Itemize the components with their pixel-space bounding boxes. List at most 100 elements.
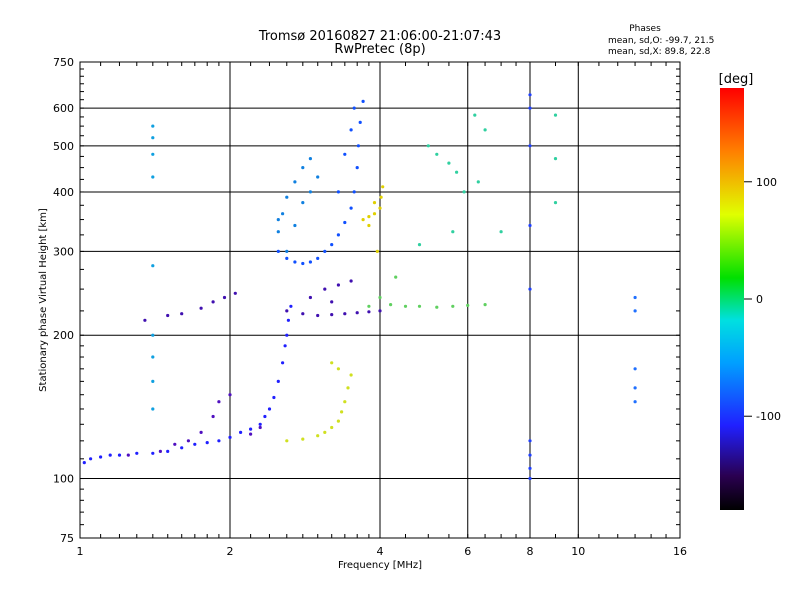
x-tick-label: 4 [377, 545, 384, 558]
y-axis: 75 100 200 300 400 500 600 750 [53, 56, 680, 545]
colorbar-tick-label: 0 [756, 293, 763, 306]
data-point [352, 190, 356, 194]
data-point [205, 441, 209, 445]
y-axis-label: Stationary phase Virtual Height [km] [38, 208, 49, 392]
data-point [233, 291, 237, 295]
data-point [151, 407, 155, 411]
data-point [499, 230, 503, 234]
data-point [343, 152, 347, 156]
data-point [276, 218, 280, 222]
data-point [336, 190, 340, 194]
y-tick-label: 75 [60, 532, 74, 545]
data-point [553, 157, 558, 161]
data-point [158, 449, 162, 453]
data-point [258, 422, 262, 426]
data-point [293, 180, 297, 184]
plot-grid [79, 61, 681, 539]
data-point [476, 180, 480, 184]
data-point [281, 212, 285, 216]
data-point [316, 175, 320, 179]
data-point [151, 355, 155, 359]
stats-heading: Phases [629, 24, 661, 34]
data-point [417, 304, 422, 308]
colorbar-tick-label: 100 [756, 176, 777, 189]
data-point [108, 453, 112, 457]
data-point [349, 206, 353, 210]
data-point [258, 425, 262, 430]
data-point [483, 303, 487, 307]
data-point [435, 152, 439, 156]
x-tick-label: 2 [227, 545, 234, 558]
data-point [180, 312, 184, 316]
data-point [389, 303, 393, 307]
data-point [352, 106, 356, 110]
data-point [343, 400, 347, 404]
data-point [222, 295, 227, 300]
data-point [323, 430, 327, 434]
data-point [367, 223, 371, 228]
data-point [316, 313, 320, 318]
data-point [361, 99, 365, 103]
y-tick-label: 100 [53, 473, 74, 486]
data-point [199, 306, 203, 310]
data-point [528, 439, 532, 443]
data-point [293, 223, 297, 228]
data-point [249, 432, 253, 436]
data-point [228, 435, 232, 439]
data-point [249, 427, 253, 431]
data-point [340, 410, 344, 414]
data-point [217, 400, 221, 404]
data-point [356, 144, 360, 148]
data-point [553, 201, 558, 205]
data-point [323, 287, 327, 291]
data-point [343, 220, 347, 225]
y-tick-label: 200 [53, 329, 74, 342]
data-point [293, 260, 297, 264]
data-points [82, 93, 637, 481]
data-point [528, 287, 532, 291]
data-point [285, 333, 289, 337]
data-point [528, 223, 532, 228]
y-tick-label: 600 [53, 102, 74, 115]
data-point [633, 386, 637, 390]
data-point [633, 295, 637, 300]
data-point [451, 304, 455, 308]
data-point [355, 166, 359, 170]
data-point [117, 453, 122, 457]
data-point [151, 124, 155, 128]
data-point [151, 333, 155, 337]
data-point [308, 295, 312, 300]
data-point [378, 309, 382, 313]
data-point [308, 260, 312, 264]
x-tick-label: 1 [77, 545, 84, 558]
data-point [358, 120, 362, 124]
data-point [283, 344, 287, 348]
data-point [285, 249, 289, 253]
data-point [349, 128, 353, 132]
data-point [379, 195, 383, 199]
data-point [633, 309, 637, 313]
y-tick-label: 750 [53, 56, 74, 69]
chart-title: Tromsø 20160827 21:06:00-21:07:43 [258, 29, 501, 44]
data-point [336, 283, 340, 287]
data-point [330, 243, 334, 247]
data-point [455, 170, 459, 174]
data-point [308, 190, 312, 194]
data-point [89, 457, 93, 461]
data-point [372, 201, 377, 205]
data-point [346, 386, 350, 390]
data-point [173, 442, 177, 446]
data-point [286, 318, 290, 322]
data-point [316, 256, 320, 260]
data-point [151, 152, 155, 156]
data-point [199, 430, 203, 434]
data-point [330, 425, 334, 430]
y-tick-label: 300 [53, 245, 74, 258]
data-point [375, 249, 379, 253]
data-point [336, 367, 340, 371]
colorbar-tick-label: -100 [756, 410, 781, 423]
data-point [323, 249, 327, 253]
data-point [378, 295, 382, 300]
data-point [528, 453, 532, 457]
